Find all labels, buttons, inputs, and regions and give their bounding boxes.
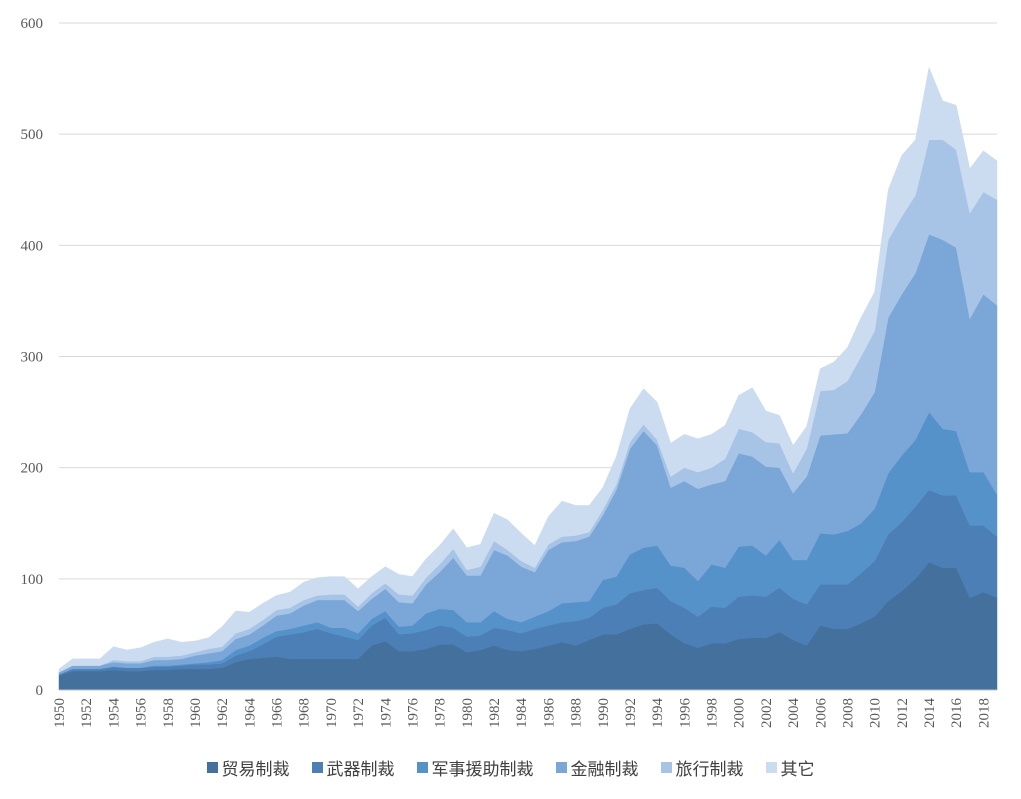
x-tick-label: 2008 xyxy=(840,698,856,728)
x-tick-label: 1986 xyxy=(541,698,557,729)
legend-label: 金融制裁 xyxy=(570,760,639,780)
x-tick-label: 1998 xyxy=(705,698,721,728)
x-tick-label: 1962 xyxy=(215,698,231,728)
x-tick-label: 1996 xyxy=(677,698,693,729)
x-tick-label: 2006 xyxy=(813,698,829,729)
x-tick-label: 1970 xyxy=(324,698,340,728)
x-tick-label: 1976 xyxy=(405,698,421,729)
legend-swatch xyxy=(416,762,428,773)
x-tick-label: 1954 xyxy=(106,698,122,729)
legend-item: 其它 xyxy=(765,755,815,780)
legend: 贸易制裁 武器制裁 军事援助制裁 金融制裁 旅行制裁 其它 xyxy=(0,755,1021,780)
legend-item: 贸易制裁 xyxy=(206,755,290,780)
legend-item: 金融制裁 xyxy=(555,755,639,780)
legend-swatch xyxy=(311,762,323,773)
x-tick-label: 1982 xyxy=(487,698,503,728)
x-tick-label: 1984 xyxy=(514,698,530,729)
y-tick-label: 200 xyxy=(21,461,44,477)
x-tick-label: 1980 xyxy=(460,698,476,728)
legend-item: 旅行制裁 xyxy=(660,755,744,780)
x-tick-label: 2002 xyxy=(759,698,775,728)
legend-swatch xyxy=(660,762,672,773)
legend-item: 武器制裁 xyxy=(311,755,395,780)
x-tick-label: 1958 xyxy=(161,698,177,728)
x-tick-label: 1956 xyxy=(134,698,150,729)
x-tick-label: 1964 xyxy=(242,698,258,729)
x-tick-label: 1968 xyxy=(297,698,313,728)
x-axis-tick-labels: 1950 1952 1954 1956 1958 1960 1962 1964 1966 1968… xyxy=(52,698,992,729)
x-tick-label: 1978 xyxy=(433,698,449,728)
x-tick-label: 1972 xyxy=(351,698,367,728)
y-tick-label: 600 xyxy=(21,16,44,32)
x-tick-label: 2000 xyxy=(732,698,748,728)
legend-swatch xyxy=(765,762,777,773)
x-tick-label: 2010 xyxy=(868,698,884,728)
x-tick-label: 2012 xyxy=(895,698,911,728)
x-tick-label: 1950 xyxy=(52,698,68,728)
legend-swatch xyxy=(206,762,218,773)
x-tick-label: 1966 xyxy=(270,698,286,729)
x-tick-label: 1960 xyxy=(188,698,204,728)
legend-label: 旅行制裁 xyxy=(675,760,744,780)
x-tick-label: 2018 xyxy=(976,698,992,728)
area-series xyxy=(58,66,998,673)
y-tick-label: 100 xyxy=(21,572,44,588)
y-tick-label: 0 xyxy=(36,683,44,699)
y-tick-label: 500 xyxy=(21,127,44,143)
x-tick-label: 1974 xyxy=(378,698,394,729)
legend-label: 贸易制裁 xyxy=(221,760,290,780)
stacked-areas xyxy=(58,66,998,691)
x-tick-label: 1952 xyxy=(79,698,95,728)
x-tick-label: 1988 xyxy=(569,698,585,728)
x-tick-label: 1990 xyxy=(596,698,612,728)
x-tick-label: 1992 xyxy=(623,698,639,728)
y-axis-tick-labels: 0 100 200 300 400 500 600 xyxy=(21,16,44,699)
area-chart: 0 100 200 300 400 500 600 1950 1952 1954 1956 1958… xyxy=(21,16,998,729)
y-tick-label: 300 xyxy=(21,350,44,366)
x-tick-label: 2016 xyxy=(949,698,965,729)
x-tick-label: 1994 xyxy=(650,698,666,729)
legend-label: 其它 xyxy=(780,760,815,780)
legend-item: 军事援助制裁 xyxy=(416,755,534,780)
legend-label: 军事援助制裁 xyxy=(431,760,534,780)
legend-swatch xyxy=(555,762,567,773)
x-tick-label: 2004 xyxy=(786,698,802,729)
y-tick-label: 400 xyxy=(21,238,44,254)
legend-label: 武器制裁 xyxy=(326,760,395,780)
x-tick-label: 2014 xyxy=(922,698,938,729)
